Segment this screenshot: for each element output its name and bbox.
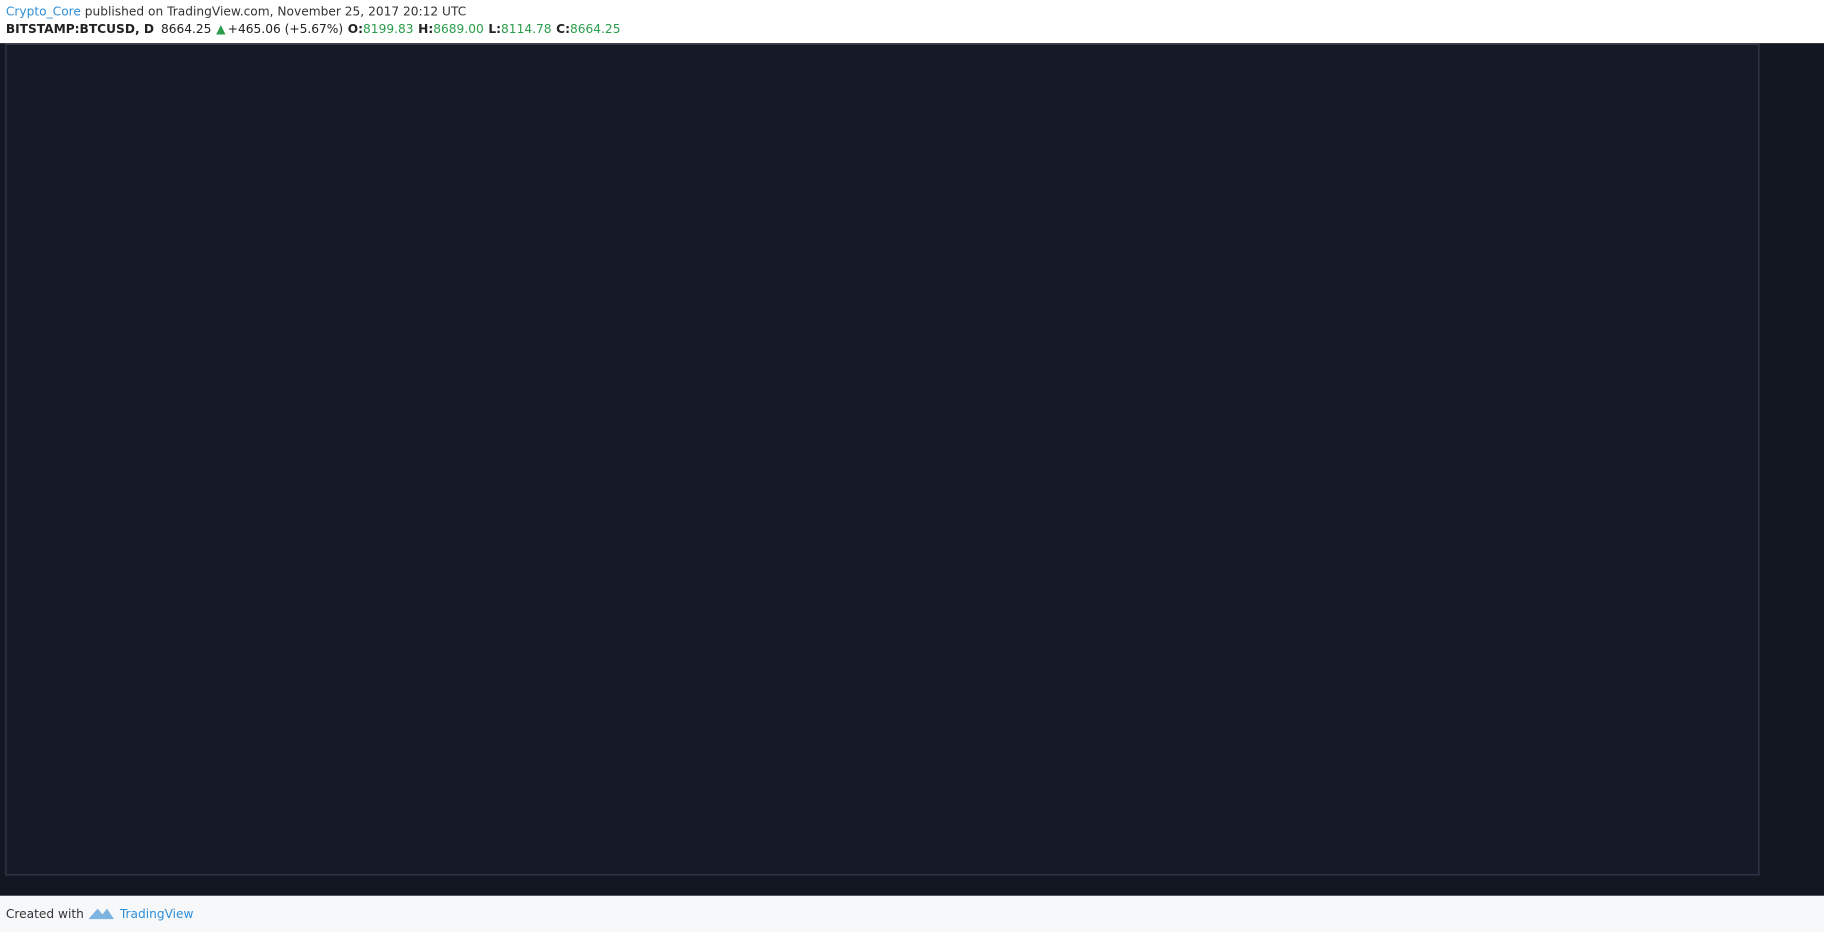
footer-created: Created with — [6, 907, 84, 921]
published-text: published on TradingView.com, November 2… — [81, 4, 466, 18]
tradingview-logo — [88, 908, 114, 920]
author-link[interactable]: Crypto_Core — [6, 4, 81, 18]
change: +465.06 (+5.67%) — [228, 22, 343, 36]
up-arrow: ▲ — [216, 22, 226, 36]
footer-brand[interactable]: TradingView — [119, 907, 194, 921]
plot-area — [5, 43, 1760, 876]
high-value: 8689.00 — [433, 22, 483, 36]
low-value: 8114.78 — [501, 22, 551, 36]
high-label: H: — [418, 22, 433, 36]
symbol: BITSTAMP:BTCUSD, D — [6, 22, 154, 36]
publish-line: Crypto_Core published on TradingView.com… — [6, 4, 466, 18]
low-label: L: — [488, 22, 501, 36]
close-value: 8664.25 — [570, 22, 620, 36]
symbol-line: BITSTAMP:BTCUSD, D 8664.25 ▲ +465.06 (+5.67… — [6, 22, 621, 36]
open-label: O: — [348, 22, 363, 36]
last-price: 8664.25 — [161, 22, 211, 36]
open-value: 8199.83 — [363, 22, 413, 36]
close-label: C: — [556, 22, 570, 36]
footer-background — [0, 895, 1824, 932]
